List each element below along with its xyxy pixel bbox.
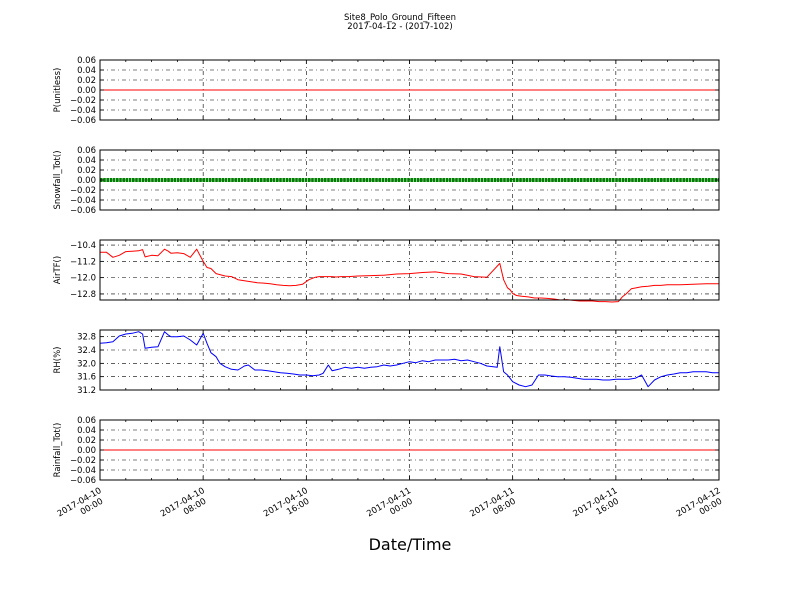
y-tick-label: 0.04 [77, 66, 96, 76]
y-axis-label: Rainfall_Tot() [53, 423, 63, 478]
x-axis-tick-labels: 2017-04-1000:00 2017-04-1008:00 2017-04-10… [56, 486, 728, 528]
y-tick-label: 31.6 [77, 373, 96, 383]
subplot-stack: 0.060.040.020.00−0.02−0.04−0.06P(unitles… [53, 56, 720, 486]
y-tick-label: 0.06 [77, 146, 96, 156]
y-tick-label: −10.4 [70, 241, 96, 251]
y-tick-label: 0.04 [77, 426, 96, 436]
y-tick-label: −0.04 [70, 106, 96, 116]
chart-title-line-2: 2017-04-12 - (2017-102) [347, 22, 452, 32]
y-tick-label: −0.04 [70, 466, 96, 476]
y-tick-label: 0.00 [77, 176, 96, 186]
y-tick-label: −12.8 [70, 290, 96, 300]
x-axis-label: Date/Time [369, 535, 452, 554]
x-tick-label: 2017-04-1200:00 [675, 486, 728, 528]
y-tick-label: 32.0 [77, 359, 96, 369]
x-tick-label: 2017-04-1008:00 [159, 486, 212, 528]
y-tick-label: −0.06 [70, 476, 96, 486]
x-tick-label: 2017-04-1116:00 [572, 486, 625, 528]
chart-title-line-1: Site8_Polo_Ground_Fifteen [344, 13, 456, 23]
subplot-5: 0.060.040.020.00−0.02−0.04−0.06 Rainfall_… [53, 416, 720, 486]
y-tick-label: 31.2 [77, 386, 96, 396]
y-tick-label: −0.02 [70, 456, 96, 466]
y-axis-label: P(unitless) [53, 68, 63, 113]
y-tick-label: −0.04 [70, 196, 96, 206]
y-tick-label: −0.06 [70, 116, 96, 126]
y-tick-label: 0.06 [77, 416, 96, 426]
y-tick-label: −0.02 [70, 96, 96, 106]
y-tick-label: 0.02 [77, 166, 96, 176]
y-tick-label: −0.02 [70, 186, 96, 196]
series-line-3 [100, 248, 719, 303]
subplot-3: −10.4 −11.2 −12.0 −12.8 AirTF() [53, 239, 720, 303]
subplot-4: 32.8 32.4 32.0 31.6 31.2 RH(%) [53, 329, 720, 396]
y-tick-label: −11.2 [70, 257, 96, 267]
y-tick-label: 0.02 [77, 436, 96, 446]
y-axis-label: RH(%) [53, 346, 63, 373]
subplot-2: 0.060.040.020.00−0.02−0.04−0.06 Snowfall_… [53, 146, 720, 216]
subplot-1: 0.060.040.020.00−0.02−0.04−0.06 P(unitles… [53, 56, 720, 126]
y-tick-label: 0.00 [77, 86, 96, 96]
y-tick-label: 0.04 [77, 156, 96, 166]
series-line-4 [99, 331, 719, 388]
y-tick-label: −0.06 [70, 206, 96, 216]
y-axis-label: Snowfall_Tot() [53, 150, 63, 209]
y-tick-label: 32.8 [77, 333, 96, 343]
y-axis-label: AirTF() [53, 256, 63, 284]
x-tick-label: 2017-04-1016:00 [262, 486, 315, 528]
y-tick-label: 32.4 [77, 346, 96, 356]
x-tick-label: 2017-04-1100:00 [365, 486, 418, 528]
y-tick-label: 0.06 [77, 56, 96, 66]
y-tick-label: 0.00 [77, 446, 96, 456]
y-tick-label: −12.0 [70, 274, 96, 284]
y-tick-label: 0.02 [77, 76, 96, 86]
x-tick-label: 2017-04-1000:00 [56, 486, 109, 528]
x-tick-label: 2017-04-1108:00 [468, 486, 521, 528]
